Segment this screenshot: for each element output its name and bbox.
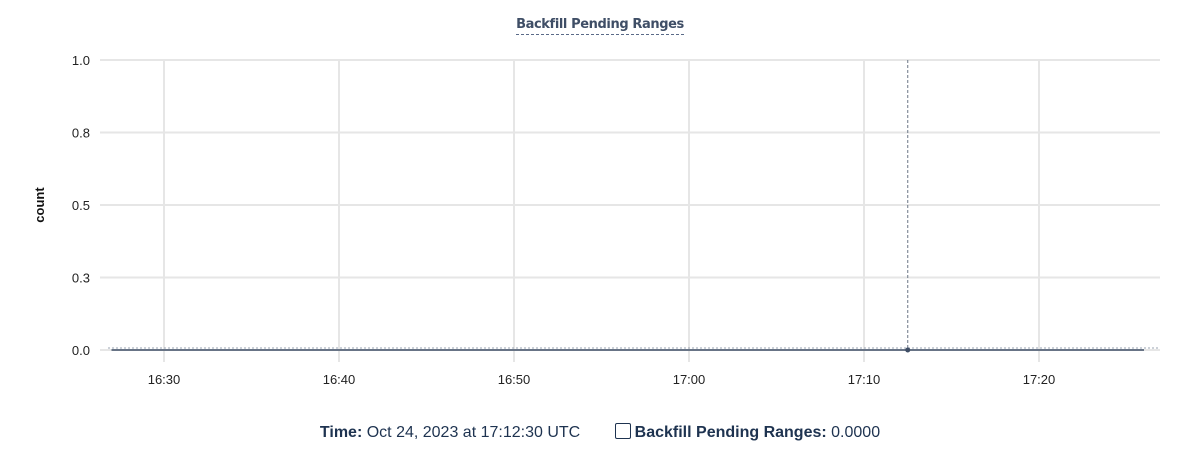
time-value: Oct 24, 2023 at 17:12:30 UTC [366, 424, 581, 441]
x-tick-label: 16:50 [498, 372, 531, 387]
x-tick-label: 17:20 [1023, 372, 1056, 387]
series-value: 0.0000 [831, 424, 881, 441]
chart-title[interactable]: Backfill Pending Ranges [516, 17, 684, 35]
chart-plot[interactable]: 0.0 0.3 0.5 0.8 1.0 16:30 16:40 16:50 17:00 17:10… [0, 0, 1200, 420]
y-tick-label: 1.0 [72, 53, 90, 68]
time-label: Time: [319, 424, 363, 441]
hover-point [905, 347, 911, 353]
y-tick-label: 0.5 [72, 198, 90, 213]
hover-legend: Time: Oct 24, 2023 at 17:12:30 UTC Backf… [0, 423, 1200, 442]
y-tick-label: 0.0 [72, 343, 90, 358]
x-tick-label: 16:30 [148, 372, 181, 387]
x-tick-label: 17:10 [848, 372, 881, 387]
series-checkbox[interactable] [614, 423, 631, 439]
x-tick-label: 16:40 [323, 372, 356, 387]
y-tick-label: 0.3 [72, 271, 90, 286]
y-tick-label: 0.8 [72, 126, 90, 141]
y-axis-label: count [32, 187, 47, 223]
chart-title-wrap: Backfill Pending Ranges [0, 15, 1200, 35]
x-tick-label: 17:00 [673, 372, 706, 387]
series-label: Backfill Pending Ranges: [634, 424, 827, 441]
